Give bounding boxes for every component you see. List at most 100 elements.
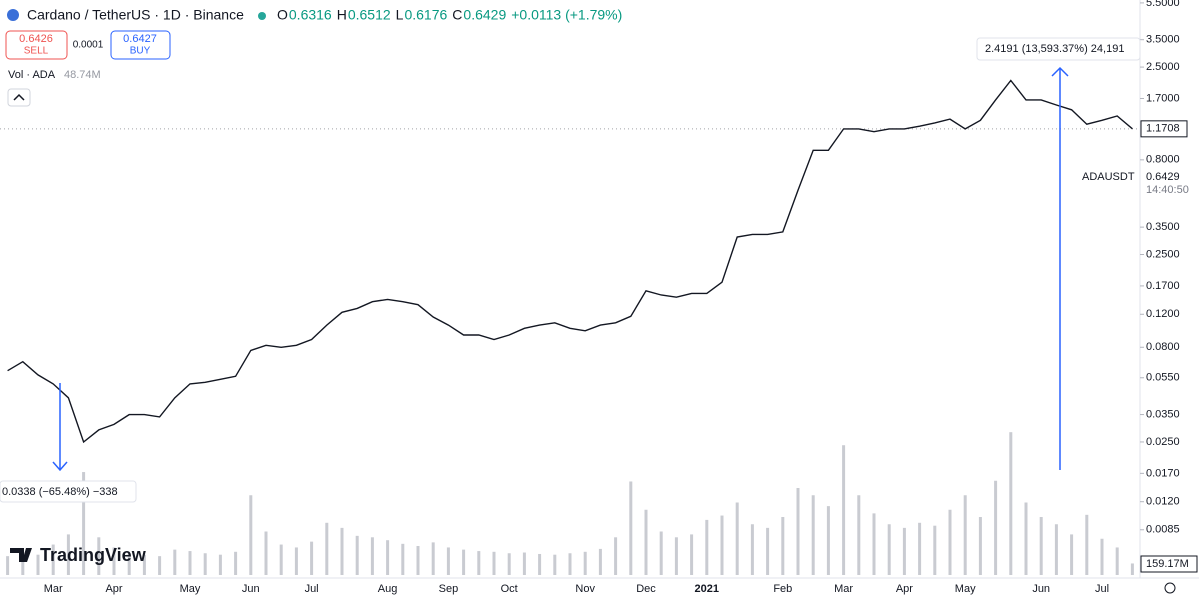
y-tick-label: 0.0250 xyxy=(1146,436,1180,448)
volume-bar xyxy=(705,519,709,575)
ohlc-value: 0.6316 xyxy=(289,7,332,23)
measure-up xyxy=(1051,66,1069,470)
volume-bar xyxy=(158,556,162,575)
annotation-box xyxy=(0,480,137,503)
volume-bar xyxy=(492,551,496,575)
x-tick-label: Apr xyxy=(105,583,122,595)
y-tick-label: 0.0550 xyxy=(1146,372,1180,384)
ohlc-key: C xyxy=(452,7,462,23)
y-tick-label: 0.8000 xyxy=(1146,154,1180,166)
volume-bar xyxy=(933,525,937,575)
ohlc-value: 0.6176 xyxy=(404,7,447,23)
volume-bar xyxy=(401,543,405,575)
volume-bar xyxy=(963,495,967,575)
volume-bar xyxy=(553,554,557,575)
volume-bar xyxy=(598,548,602,575)
last-price-badge xyxy=(1140,120,1188,138)
volume-bar xyxy=(1039,517,1043,575)
ohlc-value: 0.6512 xyxy=(348,7,391,23)
volume-bar xyxy=(173,549,177,575)
buy-button[interactable] xyxy=(110,30,171,60)
volume-bar xyxy=(826,506,830,575)
volume-bar xyxy=(796,488,800,575)
x-tick-label: Aug xyxy=(378,583,398,595)
volume-label: 159.17M xyxy=(1146,558,1189,570)
volume-bar xyxy=(522,552,526,575)
volume-bar xyxy=(310,541,314,575)
volume-bar xyxy=(978,517,982,575)
watermark: TradingView xyxy=(40,545,147,565)
volume-bar xyxy=(1130,563,1134,575)
volume-bar xyxy=(82,472,86,575)
volume-badge xyxy=(1140,555,1198,573)
volume-bar xyxy=(568,553,572,575)
y-tick-label: 5.5000 xyxy=(1146,0,1180,9)
volume-bar xyxy=(538,553,542,575)
collapse-button[interactable] xyxy=(7,88,31,107)
x-tick-label: Nov xyxy=(575,583,595,595)
sell-price: 0.6426 xyxy=(19,33,53,45)
sell-label: SELL xyxy=(24,46,49,57)
volume-bar xyxy=(948,509,952,575)
vol-value: 48.74M xyxy=(64,69,101,81)
volume-bar xyxy=(1115,547,1119,575)
x-tick-label: Sep xyxy=(439,583,459,595)
volume-bar xyxy=(750,524,754,575)
spread: 0.0001 xyxy=(73,40,104,51)
price-line xyxy=(7,79,1133,444)
buy-label: BUY xyxy=(130,46,151,57)
volume-bar xyxy=(249,495,253,575)
tag-price: 0.6429 xyxy=(1146,171,1180,183)
x-tick-label: Dec xyxy=(636,583,656,595)
ohlc: O 0.6316 H 0.6512 L 0.6176 C 0.6429 +0.0113 (+1.… xyxy=(277,7,622,23)
logo xyxy=(7,9,19,21)
volume-bar xyxy=(340,527,344,575)
status-dot xyxy=(258,12,266,20)
y-tick-label: 0.0350 xyxy=(1146,408,1180,420)
y-tick-label: 0.1700 xyxy=(1146,280,1180,292)
symbol[interactable]: Cardano / TetherUS · 1D · Binance xyxy=(27,7,244,23)
volume-bar xyxy=(902,527,906,575)
x-tick-label: Oct xyxy=(501,583,518,595)
volume-bar xyxy=(994,480,998,575)
sell-button[interactable] xyxy=(5,30,68,60)
volume-bar xyxy=(21,552,25,575)
volume-bar xyxy=(629,481,633,575)
volume-bar xyxy=(218,554,222,575)
volume-bar xyxy=(674,537,678,575)
volume-bar xyxy=(477,551,481,575)
x-tick-label: May xyxy=(955,583,976,595)
volume-bar xyxy=(142,554,146,575)
volume-bar xyxy=(264,531,268,575)
x-tick-label: May xyxy=(180,583,201,595)
volume-bar xyxy=(644,509,648,575)
volume-bar xyxy=(416,546,420,575)
volume-bar xyxy=(325,522,329,575)
x-tick-label: Feb xyxy=(773,583,792,595)
volume-bar xyxy=(446,547,450,575)
y-tick-label: 0.0170 xyxy=(1146,467,1180,479)
y-tick-label: 0.2500 xyxy=(1146,248,1180,260)
x-tick-label: Mar xyxy=(834,583,853,595)
y-tick-label: 0.0085 xyxy=(1146,524,1180,536)
volume-bar xyxy=(1100,538,1104,575)
volume-bar xyxy=(614,537,618,575)
volume-bar xyxy=(1024,502,1028,575)
volume-bar xyxy=(279,544,283,575)
volume-bar xyxy=(462,549,466,575)
volume-bar xyxy=(857,495,861,575)
watermark-logo xyxy=(10,548,32,562)
buy-price: 0.6427 xyxy=(123,33,157,45)
volume-bar xyxy=(781,517,785,575)
measure-down xyxy=(52,383,68,472)
x-tick-label: Mar xyxy=(44,583,63,595)
ohlc-change: +0.0113 (+1.79%) xyxy=(511,7,622,23)
annotation-box xyxy=(976,37,1141,61)
volume-bar xyxy=(386,540,390,575)
volume-bar xyxy=(6,556,10,575)
volume-bar xyxy=(203,553,207,575)
settings-icon[interactable] xyxy=(1164,582,1176,594)
volume-bar xyxy=(294,547,298,575)
volume-bar xyxy=(355,535,359,575)
